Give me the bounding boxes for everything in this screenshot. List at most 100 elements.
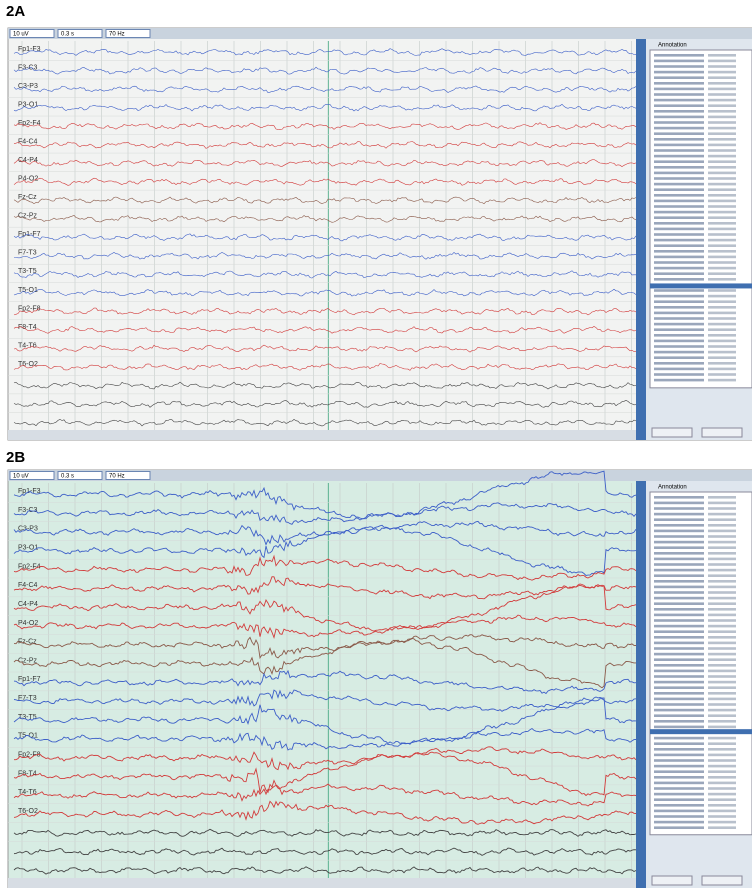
list-item-bar[interactable] [654, 104, 704, 107]
list-item-bar[interactable] [654, 317, 704, 320]
list-item-bar[interactable] [654, 815, 704, 818]
list-item-bar[interactable] [654, 233, 704, 236]
list-item-bar[interactable] [654, 149, 704, 152]
list-item-bar[interactable] [654, 709, 704, 712]
list-item-bar[interactable] [654, 228, 704, 231]
list-item-bar[interactable] [654, 535, 704, 538]
list-item-bar[interactable] [654, 205, 704, 208]
list-item-bar[interactable] [654, 742, 704, 745]
list-item-bar[interactable] [654, 222, 704, 225]
list-item-bar[interactable] [654, 748, 704, 751]
list-item-bar[interactable] [654, 658, 704, 661]
list-item-bar[interactable] [654, 368, 704, 371]
list-item-bar[interactable] [654, 127, 704, 130]
list-item-bar[interactable] [654, 530, 704, 533]
list-item-bar[interactable] [654, 54, 704, 57]
list-item-bar[interactable] [654, 177, 704, 180]
list-item-bar[interactable] [654, 625, 704, 628]
list-item-bar[interactable] [654, 188, 704, 191]
list-item-bar[interactable] [654, 664, 704, 667]
list-item-bar[interactable] [654, 826, 704, 829]
list-item-bar[interactable] [654, 155, 704, 158]
list-item-bar[interactable] [654, 82, 704, 85]
list-item-bar[interactable] [654, 754, 704, 757]
list-item-bar[interactable] [654, 328, 704, 331]
list-item-bar[interactable] [654, 138, 704, 141]
list-item-bar[interactable] [654, 720, 704, 723]
list-item-bar[interactable] [654, 810, 704, 813]
list-item-bar[interactable] [654, 726, 704, 729]
list-item-bar[interactable] [654, 295, 704, 298]
list-item-bar[interactable] [654, 558, 704, 561]
list-item-bar[interactable] [654, 759, 704, 762]
list-item-bar[interactable] [654, 502, 704, 505]
list-item-bar[interactable] [654, 373, 704, 376]
list-item-bar[interactable] [654, 160, 704, 163]
list-item-bar[interactable] [654, 166, 704, 169]
list-item-bar[interactable] [654, 513, 704, 516]
list-item-bar[interactable] [654, 183, 704, 186]
list-item-bar[interactable] [654, 714, 704, 717]
list-item-bar[interactable] [654, 793, 704, 796]
list-item-bar[interactable] [654, 340, 704, 343]
list-item-bar[interactable] [654, 239, 704, 242]
list-item-bar[interactable] [654, 71, 704, 74]
list-item-bar[interactable] [654, 267, 704, 270]
list-item-bar[interactable] [654, 698, 704, 701]
list-item-bar[interactable] [654, 351, 704, 354]
list-item-bar[interactable] [654, 647, 704, 650]
list-item-bar[interactable] [654, 334, 704, 337]
list-item-bar[interactable] [654, 681, 704, 684]
list-item-bar[interactable] [654, 591, 704, 594]
list-item-bar[interactable] [654, 524, 704, 527]
list-item-bar[interactable] [654, 804, 704, 807]
list-item-bar[interactable] [654, 110, 704, 113]
list-item-bar[interactable] [654, 379, 704, 382]
list-item-bar[interactable] [654, 653, 704, 656]
list-item-bar[interactable] [654, 518, 704, 521]
list-item-bar[interactable] [654, 670, 704, 673]
list-item-bar[interactable] [654, 608, 704, 611]
list-item-bar[interactable] [654, 250, 704, 253]
list-item-bar[interactable] [654, 675, 704, 678]
list-item-bar[interactable] [654, 642, 704, 645]
button[interactable] [652, 428, 692, 437]
list-item-bar[interactable] [654, 586, 704, 589]
list-item-bar[interactable] [654, 630, 704, 633]
list-item-bar[interactable] [654, 99, 704, 102]
list-item-bar[interactable] [654, 602, 704, 605]
list-item-bar[interactable] [654, 144, 704, 147]
list-item-bar[interactable] [654, 496, 704, 499]
list-item-bar[interactable] [654, 272, 704, 275]
list-item-bar[interactable] [654, 541, 704, 544]
list-item-bar[interactable] [654, 76, 704, 79]
list-item-bar[interactable] [654, 200, 704, 203]
button[interactable] [702, 428, 742, 437]
list-item-bar[interactable] [654, 580, 704, 583]
list-item-bar[interactable] [654, 93, 704, 96]
list-item-bar[interactable] [654, 323, 704, 326]
list-item-bar[interactable] [654, 132, 704, 135]
list-item-bar[interactable] [654, 306, 704, 309]
list-item-bar[interactable] [654, 312, 704, 315]
list-item-bar[interactable] [654, 289, 704, 292]
list-item-bar[interactable] [654, 362, 704, 365]
list-item-bar[interactable] [654, 507, 704, 510]
list-item-bar[interactable] [654, 552, 704, 555]
list-item-bar[interactable] [654, 619, 704, 622]
list-item-bar[interactable] [654, 597, 704, 600]
list-item-bar[interactable] [654, 211, 704, 214]
list-item-bar[interactable] [654, 737, 704, 740]
list-item-bar[interactable] [654, 121, 704, 124]
list-item-bar[interactable] [654, 787, 704, 790]
list-item-bar[interactable] [654, 356, 704, 359]
button[interactable] [652, 876, 692, 885]
list-item-bar[interactable] [654, 569, 704, 572]
list-item-bar[interactable] [654, 300, 704, 303]
list-item-bar[interactable] [654, 686, 704, 689]
list-item-bar[interactable] [654, 60, 704, 63]
list-item-bar[interactable] [654, 765, 704, 768]
list-item-bar[interactable] [654, 244, 704, 247]
list-item-bar[interactable] [654, 345, 704, 348]
list-item-bar[interactable] [654, 216, 704, 219]
